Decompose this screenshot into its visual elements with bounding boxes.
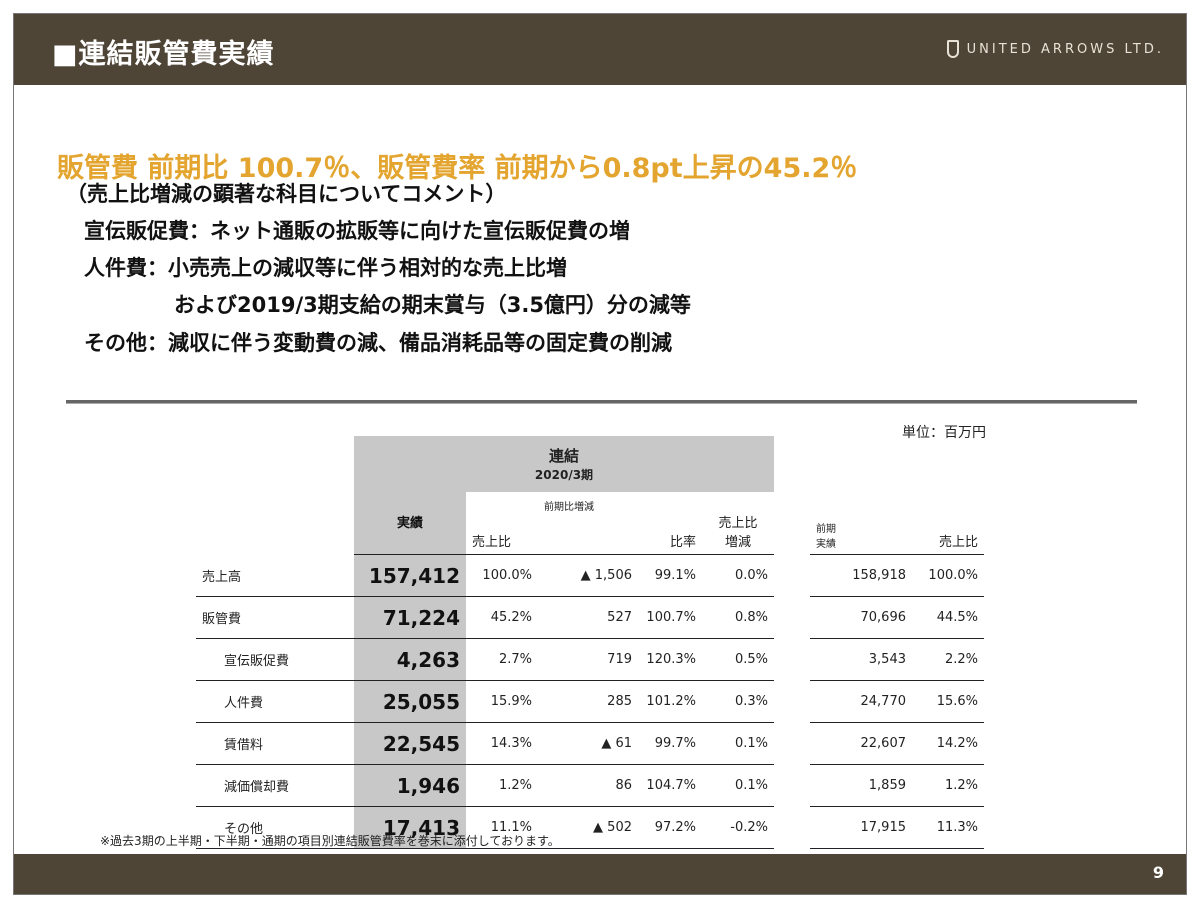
- comment-personnel: 人件費：小売売上の減収等に伴う相対的な売上比増: [84, 256, 567, 280]
- row-label: 人件費: [196, 680, 354, 723]
- row-prev-actual: 158,918: [810, 554, 912, 597]
- col-prev-actual: 前期 実績: [810, 492, 912, 555]
- row-rate: 120.3%: [638, 638, 702, 681]
- row-prev-actual: 22,607: [810, 722, 912, 765]
- row-change: ▲ 1,506: [538, 554, 638, 597]
- row-ratio-change: 0.5%: [702, 638, 774, 681]
- col-yoy-change: 前期比増減: [538, 492, 638, 555]
- row-prev-ratio: 1.2%: [912, 764, 984, 807]
- row-actual: 1,946: [354, 764, 466, 807]
- row-prev-actual: 24,770: [810, 680, 912, 723]
- row-rate: 99.1%: [638, 554, 702, 597]
- row-change: ▲ 61: [538, 722, 638, 765]
- row-change: 86: [538, 764, 638, 807]
- row-ratio-change: 0.1%: [702, 722, 774, 765]
- row-prev-actual: 1,859: [810, 764, 912, 807]
- row-label: 宣伝販促費: [196, 638, 354, 681]
- footnote: ※過去3期の上半期・下半期・通期の項目別連結販管費率を巻末に添付しております。: [100, 834, 560, 848]
- table-row: その他 17,413 11.1% ▲ 502 97.2% -0.2% 17,915 11.3%: [196, 806, 984, 849]
- row-prev-actual: 70,696: [810, 596, 912, 639]
- col-actual: 実績: [354, 492, 466, 555]
- row-actual: 71,224: [354, 596, 466, 639]
- col-prev-ratio: 売上比: [912, 492, 984, 555]
- row-actual: 4,263: [354, 638, 466, 681]
- logo-text: UNITED ARROWS LTD.: [966, 41, 1164, 57]
- headline: 販管費 前期比 100.7％、販管費率 前期から0.8pt上昇の45.2％: [57, 153, 858, 184]
- row-rate: 99.7%: [638, 722, 702, 765]
- row-label: 減価償却費: [196, 764, 354, 807]
- company-logo: UNITED ARROWS LTD.: [946, 40, 1164, 58]
- comment-other: その他：減収に伴う変動費の減、備品消耗品等の固定費の削減: [84, 331, 672, 355]
- row-ratio: 15.9%: [466, 680, 538, 723]
- comment-personnel-cont: および2019/3期支給の期末賞与（3.5億円）分の減等: [174, 293, 691, 317]
- row-prev-ratio: 100.0%: [912, 554, 984, 597]
- row-actual: 22,545: [354, 722, 466, 765]
- row-ratio: 2.7%: [466, 638, 538, 681]
- row-ratio: 14.3%: [466, 722, 538, 765]
- slide: ■連結販管費実績 UNITED ARROWS LTD. 販管費 前期比 100.…: [13, 13, 1187, 895]
- comment-intro: （売上比増減の顕著な科目についてコメント）: [66, 182, 507, 206]
- row-actual: 157,412: [354, 554, 466, 597]
- row-ratio-change: 0.8%: [702, 596, 774, 639]
- row-prev-ratio: 11.3%: [912, 806, 984, 849]
- row-ratio: 11.1%: [466, 806, 538, 849]
- row-change: ▲ 502: [538, 806, 638, 849]
- table-body: 売上高 157,412 100.0% ▲ 1,506 99.1% 0.0% 158,918 1…: [196, 554, 984, 849]
- unit-label: 単位：百万円: [902, 425, 986, 441]
- row-ratio-change: 0.1%: [702, 764, 774, 807]
- row-prev-actual: 3,543: [810, 638, 912, 681]
- row-prev-ratio: 14.2%: [912, 722, 984, 765]
- row-actual: 17,413: [354, 806, 466, 849]
- row-rate: 100.7%: [638, 596, 702, 639]
- table-row: 売上高 157,412 100.0% ▲ 1,506 99.1% 0.0% 158,918 1…: [196, 554, 984, 597]
- footer-bar: 9: [14, 854, 1186, 894]
- row-ratio: 1.2%: [466, 764, 538, 807]
- table-header-row-2: 実績 売上比 前期比増減 比率 売上比 増減 前期 実績 売上比: [196, 492, 984, 555]
- page-title: ■連結販管費実績: [52, 39, 275, 70]
- consolidated-header: 連結 2020/3期: [354, 436, 774, 492]
- row-ratio-change: 0.3%: [702, 680, 774, 723]
- sga-table: 連結 2020/3期 実績 売上比 前期比増減 比率 売上比 増減 前期 実績: [196, 436, 984, 849]
- row-prev-ratio: 15.6%: [912, 680, 984, 723]
- col-ratio-change: 売上比 増減: [702, 492, 774, 555]
- table-row: 減価償却費 1,946 1.2% 86 104.7% 0.1% 1,859 1.2%: [196, 764, 984, 807]
- row-ratio: 45.2%: [466, 596, 538, 639]
- divider: [66, 400, 1137, 404]
- page-number: 9: [1152, 863, 1164, 882]
- row-ratio-change: 0.0%: [702, 554, 774, 597]
- row-actual: 25,055: [354, 680, 466, 723]
- col-rate: 比率: [638, 492, 702, 555]
- row-rate: 104.7%: [638, 764, 702, 807]
- arrow-logo-icon: [946, 40, 959, 58]
- row-change: 285: [538, 680, 638, 723]
- row-prev-ratio: 44.5%: [912, 596, 984, 639]
- row-change: 527: [538, 596, 638, 639]
- row-label: 売上高: [196, 554, 354, 597]
- row-prev-ratio: 2.2%: [912, 638, 984, 681]
- row-ratio-change: -0.2%: [702, 806, 774, 849]
- row-rate: 97.2%: [638, 806, 702, 849]
- table-row: 人件費 25,055 15.9% 285 101.2% 0.3% 24,770 15.6%: [196, 680, 984, 723]
- table-header-row-1: 連結 2020/3期: [196, 436, 984, 492]
- row-label: 販管費: [196, 596, 354, 639]
- comment-advertising: 宣伝販促費：ネット通販の拡販等に向けた宣伝販促費の増: [84, 219, 630, 243]
- row-change: 719: [538, 638, 638, 681]
- row-label: その他: [196, 806, 354, 849]
- table-row: 宣伝販促費 4,263 2.7% 719 120.3% 0.5% 3,543 2.2%: [196, 638, 984, 681]
- row-ratio: 100.0%: [466, 554, 538, 597]
- row-prev-actual: 17,915: [810, 806, 912, 849]
- table-row: 賃借料 22,545 14.3% ▲ 61 99.7% 0.1% 22,607 14.2%: [196, 722, 984, 765]
- col-ratio: 売上比: [466, 492, 538, 555]
- header-bar: ■連結販管費実績 UNITED ARROWS LTD.: [14, 14, 1186, 85]
- row-rate: 101.2%: [638, 680, 702, 723]
- table-row: 販管費 71,224 45.2% 527 100.7% 0.8% 70,696 44.5%: [196, 596, 984, 639]
- row-label: 賃借料: [196, 722, 354, 765]
